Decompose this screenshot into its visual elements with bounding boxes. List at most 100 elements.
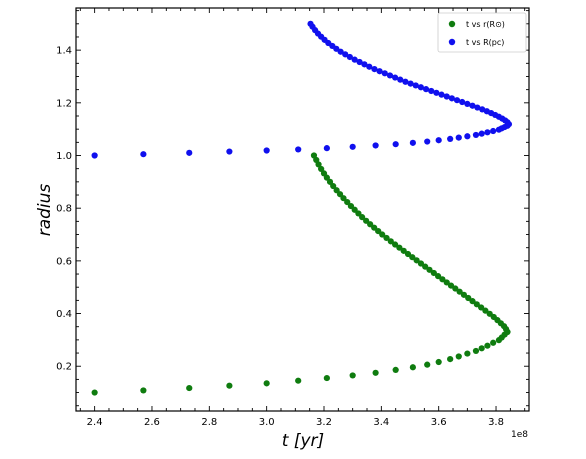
data-point-series-1-15 bbox=[464, 133, 471, 140]
x-tick-label: 3.2 bbox=[316, 417, 332, 428]
data-point-series-0-30 bbox=[482, 307, 489, 314]
data-point-series-0-71 bbox=[318, 165, 325, 173]
x-tick-label: 2.4 bbox=[87, 417, 103, 428]
y-tick-label: 0.4 bbox=[56, 309, 72, 320]
data-point-series-1-34 bbox=[469, 102, 476, 109]
data-point-series-1-7 bbox=[349, 143, 356, 150]
data-point-series-0-43 bbox=[426, 266, 433, 273]
data-point-series-1-16 bbox=[472, 131, 480, 139]
data-point-series-1-37 bbox=[453, 97, 461, 104]
data-point-series-0-48 bbox=[404, 250, 412, 258]
data-point-series-0-0 bbox=[91, 389, 98, 396]
data-point-series-1-4 bbox=[263, 147, 270, 154]
data-point-series-1-56 bbox=[356, 58, 363, 66]
data-point-series-1-35 bbox=[464, 100, 471, 107]
x-axis-offset-label: 1e8 bbox=[511, 430, 528, 440]
data-point-series-0-14 bbox=[455, 353, 462, 360]
data-point-series-0-53 bbox=[383, 234, 390, 242]
x-tick-label: 2.8 bbox=[201, 417, 217, 428]
data-point-series-1-46 bbox=[407, 80, 414, 87]
data-point-series-0-41 bbox=[435, 273, 442, 280]
data-point-series-0-40 bbox=[439, 276, 446, 283]
data-point-series-0-70 bbox=[320, 170, 328, 177]
data-point-series-1-54 bbox=[366, 63, 373, 70]
data-point-series-1-12 bbox=[435, 137, 442, 144]
data-point-series-1-10 bbox=[409, 139, 416, 146]
data-points-layer bbox=[91, 20, 513, 396]
data-point-series-0-4 bbox=[263, 380, 270, 387]
y-tick-label: 1.0 bbox=[56, 151, 72, 162]
data-point-series-1-38 bbox=[448, 95, 455, 102]
data-point-series-0-12 bbox=[435, 358, 442, 366]
data-point-series-0-67 bbox=[330, 182, 337, 190]
data-point-series-1-53 bbox=[371, 66, 378, 73]
data-point-series-0-42 bbox=[430, 269, 437, 277]
data-point-series-1-55 bbox=[361, 61, 368, 68]
legend-marker-green bbox=[448, 20, 456, 28]
data-point-series-0-16 bbox=[472, 347, 480, 355]
data-point-series-0-11 bbox=[424, 361, 431, 368]
data-point-series-0-18 bbox=[484, 342, 491, 349]
x-tick-label: 3.6 bbox=[431, 417, 447, 428]
data-point-series-0-39 bbox=[443, 279, 450, 286]
data-point-series-0-5 bbox=[295, 377, 302, 384]
data-point-series-0-15 bbox=[464, 350, 471, 357]
data-point-series-0-47 bbox=[409, 254, 416, 261]
data-point-series-1-45 bbox=[412, 82, 419, 89]
data-point-series-1-14 bbox=[455, 134, 462, 141]
data-point-series-1-58 bbox=[346, 53, 353, 61]
data-point-series-1-42 bbox=[428, 87, 435, 95]
x-tick-label: 3.8 bbox=[488, 417, 504, 428]
data-point-series-0-35 bbox=[460, 291, 468, 298]
legend-marker-blue bbox=[448, 38, 456, 46]
data-point-series-1-33 bbox=[474, 104, 481, 111]
data-point-series-1-8 bbox=[372, 142, 379, 149]
data-point-series-1-2 bbox=[186, 149, 193, 156]
x-axis-title: t [yr] bbox=[282, 431, 324, 451]
data-point-series-1-48 bbox=[397, 76, 404, 83]
data-point-series-0-29 bbox=[486, 310, 493, 317]
data-point-series-0-8 bbox=[372, 369, 379, 376]
data-point-series-0-50 bbox=[396, 244, 403, 251]
data-point-series-0-52 bbox=[387, 238, 394, 245]
data-point-series-0-19 bbox=[490, 339, 497, 346]
data-point-series-1-1 bbox=[140, 151, 147, 158]
data-point-series-0-51 bbox=[392, 241, 399, 248]
data-point-series-0-68 bbox=[326, 178, 334, 185]
x-axis-ticks: 2.4 2.6 2.8 3.0 3.2 3.4 3.6 3.8 bbox=[79, 8, 526, 428]
data-point-series-0-38 bbox=[447, 282, 455, 289]
data-point-series-0-66 bbox=[333, 187, 340, 194]
data-point-series-1-0 bbox=[91, 152, 98, 159]
data-point-series-1-44 bbox=[417, 84, 425, 91]
y-tick-label: 0.8 bbox=[56, 204, 72, 215]
data-point-series-1-11 bbox=[424, 138, 431, 145]
data-point-series-0-63 bbox=[344, 199, 351, 206]
data-point-series-1-6 bbox=[323, 145, 330, 152]
x-tick-label: 2.6 bbox=[144, 417, 160, 428]
data-point-series-0-1 bbox=[140, 387, 147, 394]
data-point-series-1-57 bbox=[351, 56, 358, 63]
data-point-series-0-2 bbox=[186, 384, 193, 392]
y-tick-label: 0.6 bbox=[56, 256, 72, 267]
data-point-series-0-7 bbox=[349, 372, 356, 379]
data-point-series-0-32 bbox=[473, 301, 480, 308]
data-point-series-1-9 bbox=[392, 141, 399, 148]
x-tick-label: 3.0 bbox=[259, 417, 275, 428]
data-point-series-1-40 bbox=[438, 91, 445, 98]
data-point-series-0-45 bbox=[417, 260, 425, 267]
data-point-series-1-69 bbox=[307, 20, 314, 27]
data-point-series-1-39 bbox=[443, 93, 450, 100]
legend-label-r-pc: t vs R(pc) bbox=[466, 38, 504, 47]
data-point-series-0-58 bbox=[363, 217, 370, 224]
y-tick-label: 1.2 bbox=[56, 98, 72, 109]
data-point-series-0-13 bbox=[447, 356, 454, 363]
legend: t vs r(R⊙) t vs R(pc) bbox=[437, 12, 527, 53]
data-point-series-1-51 bbox=[381, 70, 388, 77]
data-point-series-1-43 bbox=[422, 86, 430, 93]
data-point-series-0-33 bbox=[469, 298, 476, 305]
y-axis-title: radius bbox=[35, 184, 55, 237]
data-point-series-1-5 bbox=[295, 146, 302, 153]
legend-label-r-sun: t vs r(R⊙) bbox=[466, 20, 505, 29]
data-point-series-0-10 bbox=[409, 364, 416, 371]
